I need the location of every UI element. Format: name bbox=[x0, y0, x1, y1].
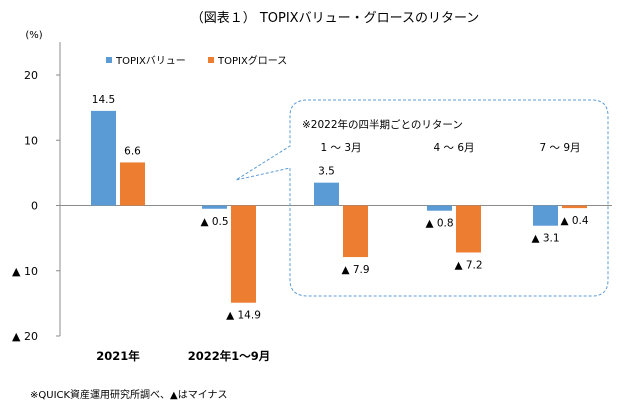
bar-value-0 bbox=[91, 110, 116, 206]
data-label-value-0: 14.5 bbox=[92, 94, 115, 106]
callout-box bbox=[235, 99, 609, 297]
y-tick-label: 10 bbox=[24, 134, 38, 147]
data-label-growth-1: ▲ 14.9 bbox=[226, 310, 261, 322]
legend-label-value: TOPIXバリュー bbox=[115, 55, 186, 67]
callout-subheader-q3: 7 ～ 9月 bbox=[539, 142, 580, 154]
callout: ※2022年の四半期ごとのリターン 1 ～ 3月 4 ～ 6月 7 ～ 9月 bbox=[235, 99, 609, 297]
bars bbox=[91, 110, 587, 303]
y-tick-label: ▲ 10 bbox=[12, 265, 38, 278]
unit-label: (%) bbox=[25, 30, 42, 41]
bar-value-4 bbox=[533, 205, 558, 226]
y-tick-label: 20 bbox=[24, 69, 38, 82]
data-label-growth-4: ▲ 0.4 bbox=[560, 215, 588, 227]
bar-growth-4 bbox=[562, 205, 587, 209]
data-label-value-1: ▲ 0.5 bbox=[200, 216, 228, 228]
data-labels: 14.5 6.6 ▲ 0.5 ▲ 14.9 3.5 ▲ 7.9 ▲ 0.8 ▲ 7.2 ▲ 3.… bbox=[92, 94, 589, 322]
callout-subheader-q2: 4 ～ 6月 bbox=[433, 142, 474, 154]
data-label-growth-0: 6.6 bbox=[124, 145, 141, 157]
bar-value-1 bbox=[202, 205, 227, 209]
legend-label-growth: TOPIXグロース bbox=[217, 54, 287, 67]
bar-value-3 bbox=[427, 205, 452, 211]
footnote: ※QUICK資産運用研究所調べ、▲はマイナス bbox=[30, 388, 228, 401]
callout-subheader-q1: 1 ～ 3月 bbox=[320, 142, 361, 154]
data-label-value-2: 3.5 bbox=[318, 166, 335, 178]
legend: TOPIXバリュー TOPIXグロース bbox=[106, 54, 287, 67]
data-label-growth-2: ▲ 7.9 bbox=[341, 264, 369, 276]
bar-value-2 bbox=[314, 182, 339, 206]
data-label-value-3: ▲ 0.8 bbox=[425, 218, 453, 230]
category-label-2022: 2022年1～9月 bbox=[188, 349, 271, 363]
y-tick-label: 0 bbox=[31, 200, 38, 213]
y-tick-label: ▲ 20 bbox=[12, 330, 38, 343]
category-label-2021: 2021年 bbox=[96, 349, 140, 363]
bar-growth-3 bbox=[456, 205, 481, 253]
bar-growth-1 bbox=[231, 205, 256, 303]
legend-swatch-growth bbox=[208, 57, 214, 63]
bar-growth-0 bbox=[120, 162, 145, 206]
chart-title: （図表１） TOPIXバリュー・グロースのリターン bbox=[191, 11, 480, 26]
bar-growth-2 bbox=[343, 205, 368, 258]
callout-title: ※2022年の四半期ごとのリターン bbox=[302, 118, 463, 131]
y-axis: 20 10 0 ▲ 10 ▲ 20 bbox=[12, 42, 61, 343]
data-label-growth-3: ▲ 7.2 bbox=[454, 259, 482, 271]
data-label-value-4: ▲ 3.1 bbox=[531, 233, 559, 245]
legend-swatch-value bbox=[106, 57, 112, 63]
